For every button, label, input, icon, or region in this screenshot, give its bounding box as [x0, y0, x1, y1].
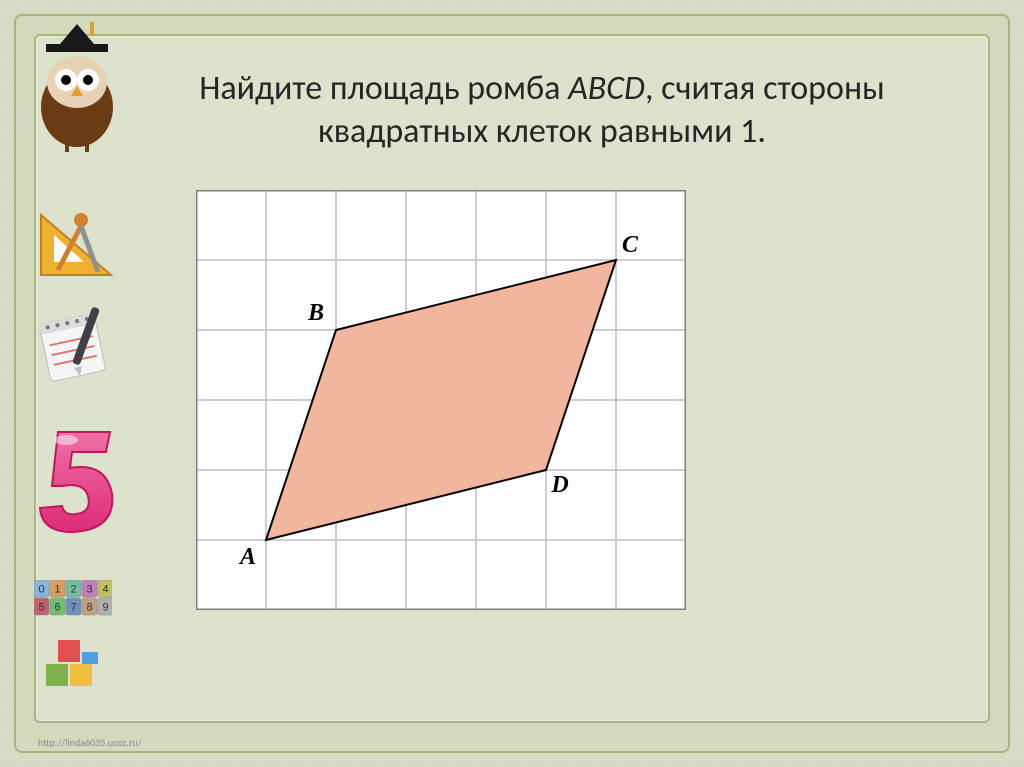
- svg-text:A: A: [238, 544, 256, 570]
- grid-svg: A B C D: [196, 190, 686, 610]
- owl-decoration: [22, 22, 132, 152]
- svg-text:D: D: [550, 472, 568, 498]
- tools-decoration: [36, 200, 116, 280]
- svg-text:5: 5: [38, 602, 44, 614]
- rhombus-grid-figure: A B C D: [196, 190, 686, 610]
- svg-text:3: 3: [86, 584, 92, 596]
- svg-text:2: 2: [70, 584, 76, 596]
- title-prefix: Найдите площадь ромба: [199, 68, 568, 109]
- svg-text:6: 6: [54, 602, 60, 614]
- notepad-decoration: [30, 300, 120, 390]
- title-abcd: ABCD: [568, 68, 645, 109]
- keypad-decoration: 01234 56789: [34, 580, 112, 618]
- svg-text:8: 8: [86, 602, 92, 614]
- svg-text:0: 0: [38, 584, 44, 596]
- five-decoration: [28, 420, 128, 540]
- footer-link: http://linda6035.ucoz.ru/: [38, 736, 141, 749]
- svg-text:9: 9: [102, 602, 108, 614]
- blocks-decoration: [36, 630, 116, 690]
- problem-title: Найдите площадь ромба ABCD, считая сторо…: [140, 68, 944, 153]
- svg-text:B: B: [307, 300, 324, 326]
- svg-text:1: 1: [54, 584, 60, 596]
- svg-text:C: C: [622, 232, 639, 258]
- svg-text:4: 4: [102, 584, 108, 596]
- svg-text:7: 7: [70, 602, 76, 614]
